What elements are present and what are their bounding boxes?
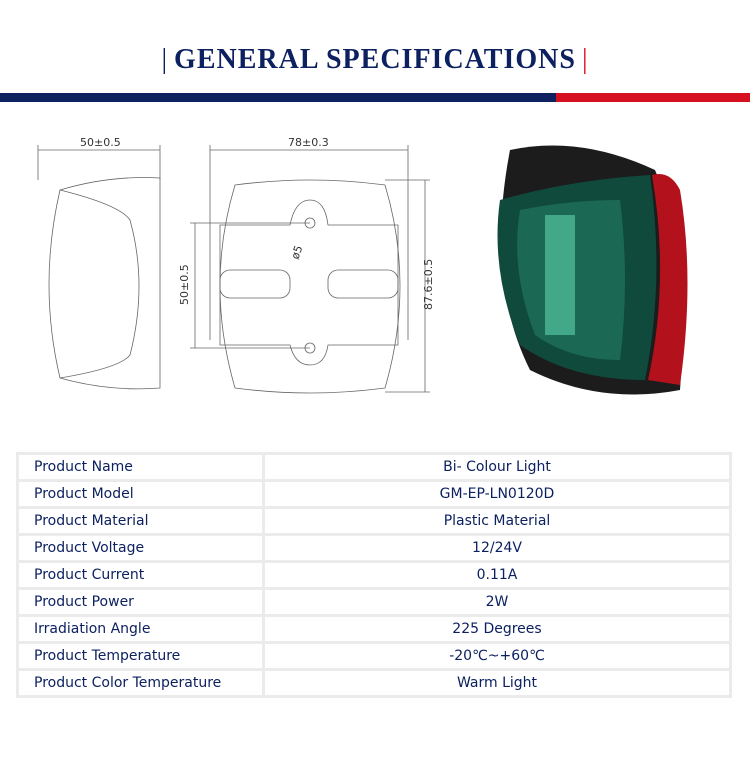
table-row: Product Current 0.11A: [16, 560, 732, 590]
spec-table: Product Name Bi- Colour Light Product Mode…: [16, 452, 732, 698]
dim-height: 87.6±0.5: [422, 259, 435, 310]
spec-label: Product Name: [16, 452, 265, 482]
table-row: Product Color Temperature Warm Light: [16, 668, 732, 698]
navy-band: [0, 93, 556, 102]
spec-value: Plastic Material: [262, 506, 732, 536]
spec-value: -20℃~+60℃: [262, 641, 732, 671]
spec-label: Product Temperature: [16, 641, 265, 671]
table-row: Product Voltage 12/24V: [16, 533, 732, 563]
spec-value: 2W: [262, 587, 732, 617]
spec-label: Product Color Temperature: [16, 668, 265, 698]
page-title: | GENERAL SPECIFICATIONS |: [161, 44, 589, 75]
table-row: Product Name Bi- Colour Light: [16, 452, 732, 482]
table-row: Irradiation Angle 225 Degrees: [16, 614, 732, 644]
dim-top-width: 78±0.3: [288, 136, 329, 149]
spec-value: 225 Degrees: [262, 614, 732, 644]
product-photo: [497, 145, 688, 395]
spec-value: 12/24V: [262, 533, 732, 563]
spec-value: GM-EP-LN0120D: [262, 479, 732, 509]
spec-label: Product Model: [16, 479, 265, 509]
dim-side-width: 50±0.5: [80, 136, 121, 149]
spec-value: Warm Light: [262, 668, 732, 698]
dim-hole-spacing: 50±0.5: [178, 264, 191, 305]
technical-drawing: 50±0.5 78±0.3 50±0.5 87.6±0.5 ø5: [37, 136, 435, 394]
spec-label: Product Voltage: [16, 533, 265, 563]
spec-label: Product Power: [16, 587, 265, 617]
spec-label: Product Current: [16, 560, 265, 590]
spec-value: Bi- Colour Light: [262, 452, 732, 482]
table-row: Product Material Plastic Material: [16, 506, 732, 536]
spec-value: 0.11A: [262, 560, 732, 590]
table-row: Product Power 2W: [16, 587, 732, 617]
red-band: [556, 93, 750, 102]
table-row: Product Temperature -20℃~+60℃: [16, 641, 732, 671]
spec-label: Product Material: [16, 506, 265, 536]
spec-label: Irradiation Angle: [16, 614, 265, 644]
dim-hole: ø5: [289, 244, 306, 261]
title-text: GENERAL SPECIFICATIONS: [174, 44, 576, 75]
table-row: Product Model GM-EP-LN0120D: [16, 479, 732, 509]
